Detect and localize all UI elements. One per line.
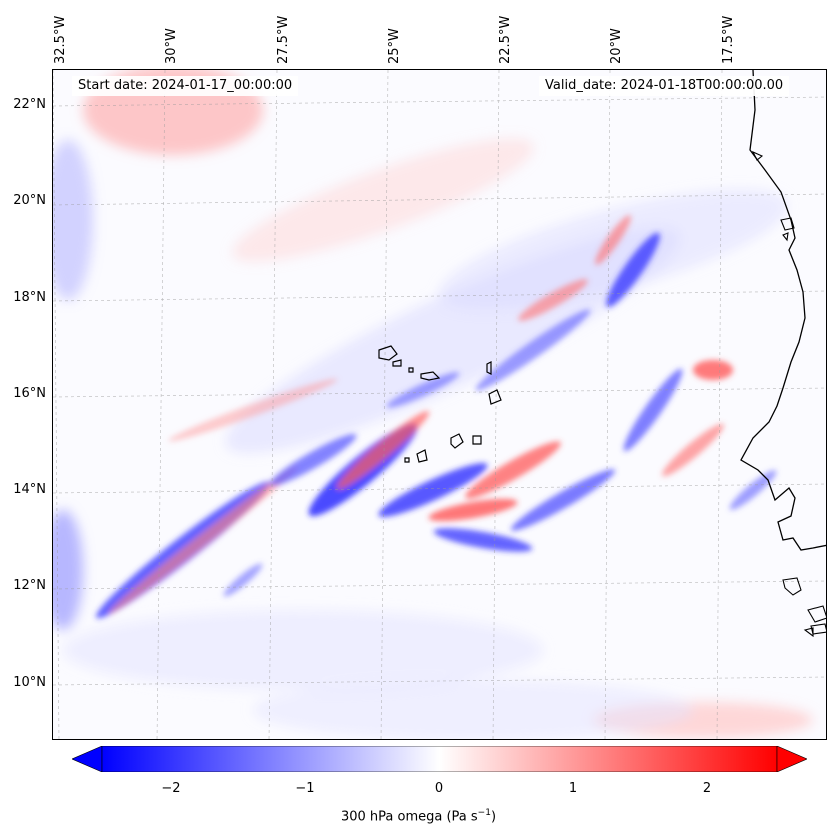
colorbar-label-close: ) xyxy=(490,809,497,825)
canary-coast xyxy=(751,150,795,242)
colorbar-tick-2: 2 xyxy=(702,781,712,796)
lon-label-25w: 25°W xyxy=(387,28,402,64)
lat-label-22n: 22°N xyxy=(13,97,46,112)
lat-label-10n: 10°N xyxy=(13,675,46,690)
lat-label-16n: 16°N xyxy=(13,386,46,401)
colorbar-tick-minus-1: −1 xyxy=(295,781,315,796)
lon-label-20w: 20°W xyxy=(609,28,624,64)
lat-label-20n: 20°N xyxy=(13,193,46,208)
colorbar-label-text: 300 hPa omega (Pa s xyxy=(340,809,478,825)
cape-verde-islands xyxy=(378,345,502,463)
colorbar-tick-1: 1 xyxy=(568,781,578,796)
lon-label-27-5w: 27.5°W xyxy=(276,15,291,64)
lon-label-17-5w: 17.5°W xyxy=(721,15,736,64)
colorbar xyxy=(72,746,807,772)
lon-label-22-5w: 22.5°W xyxy=(498,15,513,64)
omega-bands xyxy=(96,215,777,619)
lon-label-32-5w: 32.5°W xyxy=(53,15,68,64)
lon-label-30w: 30°W xyxy=(164,28,179,64)
graticule xyxy=(53,70,826,739)
lat-label-12n: 12°N xyxy=(13,578,46,593)
lat-label-14n: 14°N xyxy=(13,482,46,497)
colorbar-label-exponent: −1 xyxy=(477,808,491,818)
start-date-label: Start date: 2024-01-17_00:00:00 xyxy=(72,76,299,96)
map-panel xyxy=(52,69,827,740)
omega-background-field xyxy=(53,70,813,739)
omega-field-map xyxy=(53,70,826,739)
valid-date-label: Valid_date: 2024-01-18T00:00:00.00 xyxy=(539,76,790,96)
lat-label-18n: 18°N xyxy=(13,290,46,305)
colorbar-tick-minus-2: −2 xyxy=(161,781,181,796)
africa-coastline xyxy=(740,70,826,551)
coastal-islands xyxy=(782,577,826,638)
colorbar-extend-min xyxy=(72,746,103,772)
colorbar-extend-max xyxy=(776,746,807,772)
colorbar-gradient xyxy=(101,746,778,772)
colorbar-label: 300 hPa omega (Pa s−1) xyxy=(0,808,837,824)
colorbar-tick-0: 0 xyxy=(434,781,444,796)
